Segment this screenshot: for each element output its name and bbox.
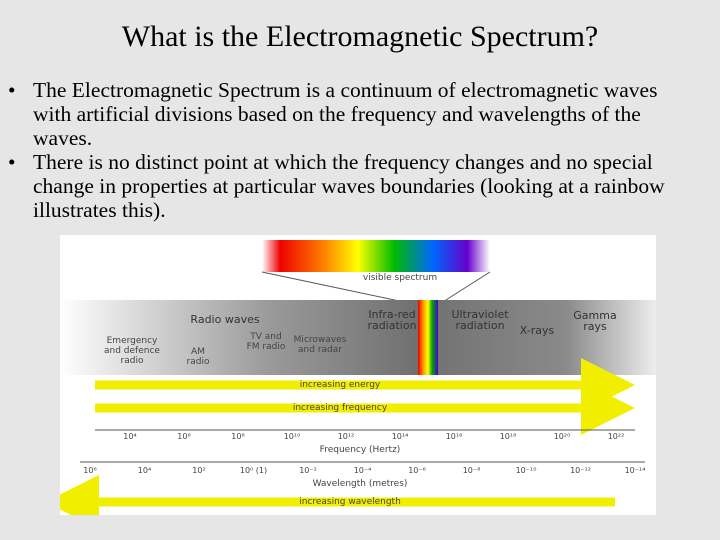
axis-label: Wavelength (metres): [312, 479, 408, 489]
frequency-tick-label: 10¹⁰: [283, 432, 301, 441]
spectrum-band: [60, 300, 656, 375]
slide-title: What is the Electromagnetic Spectrum?: [121, 20, 599, 53]
sub-band-label: Microwaves and radar: [293, 335, 347, 355]
wavelength-tick-label: 10⁻¹⁴: [624, 466, 646, 475]
wavelength-tick-label: 10⁻⁶: [408, 466, 426, 475]
frequency-tick-label: 10¹⁶: [445, 432, 463, 441]
frequency-tick-label: 10⁶: [177, 432, 191, 441]
arrow-label: increasing energy: [299, 380, 381, 390]
frequency-tick-label: 10²⁰: [553, 432, 571, 441]
wavelength-tick-label: 10⁶: [83, 466, 97, 475]
bullet-list: The Electromagnetic Spectrum is a contin…: [8, 78, 698, 222]
arrow-label: increasing frequency: [292, 403, 388, 413]
diagram-graphics: [60, 240, 656, 515]
frequency-tick-label: 10¹⁸: [499, 432, 517, 441]
sub-band-label: AM radio: [186, 347, 210, 367]
visible-spectrum-bar: [262, 240, 490, 272]
band-label: X-rays: [519, 324, 555, 337]
wavelength-tick-label: 10²: [192, 466, 206, 475]
band-label: Gamma rays: [573, 309, 617, 333]
axis-label: Frequency (Hertz): [319, 445, 401, 455]
wavelength-tick-label: 10⁰ (1): [239, 466, 268, 475]
visible-stripe: [418, 300, 438, 375]
visible-label: visible spectrum: [362, 273, 438, 283]
frequency-tick-label: 10²²: [607, 432, 625, 441]
frequency-tick-label: 10¹²: [337, 432, 355, 441]
wavelength-tick-label: 10⁻²: [299, 466, 317, 475]
frequency-tick-label: 10⁸: [231, 432, 245, 441]
spectrum-diagram: visible spectrum Radio waves Infra-red r…: [60, 235, 656, 515]
band-label: Ultraviolet radiation: [451, 308, 509, 332]
band-label: Infra-red radiation: [367, 308, 417, 332]
bullet: The Electromagnetic Spectrum is a contin…: [8, 78, 698, 150]
wavelength-tick-label: 10⁻¹²: [570, 466, 591, 475]
frequency-tick-label: 10⁴: [123, 432, 137, 441]
guide-line: [437, 271, 491, 306]
sub-band-label: TV and FM radio: [246, 332, 286, 352]
bullet: There is no distinct point at which the …: [8, 150, 698, 222]
wavelength-tick-label: 10⁻⁴: [353, 466, 372, 475]
guide-line: [261, 271, 419, 306]
frequency-tick-label: 10¹⁴: [391, 432, 409, 441]
wavelength-tick-label: 10⁻¹⁰: [515, 466, 537, 475]
wavelength-tick-label: 10⁻⁸: [462, 466, 481, 475]
wavelength-tick-label: 10⁴: [137, 466, 152, 475]
band-label: Radio waves: [190, 313, 260, 326]
sub-band-label: Emergency and defence radio: [104, 336, 160, 366]
arrow-label: increasing wavelength: [299, 497, 401, 507]
